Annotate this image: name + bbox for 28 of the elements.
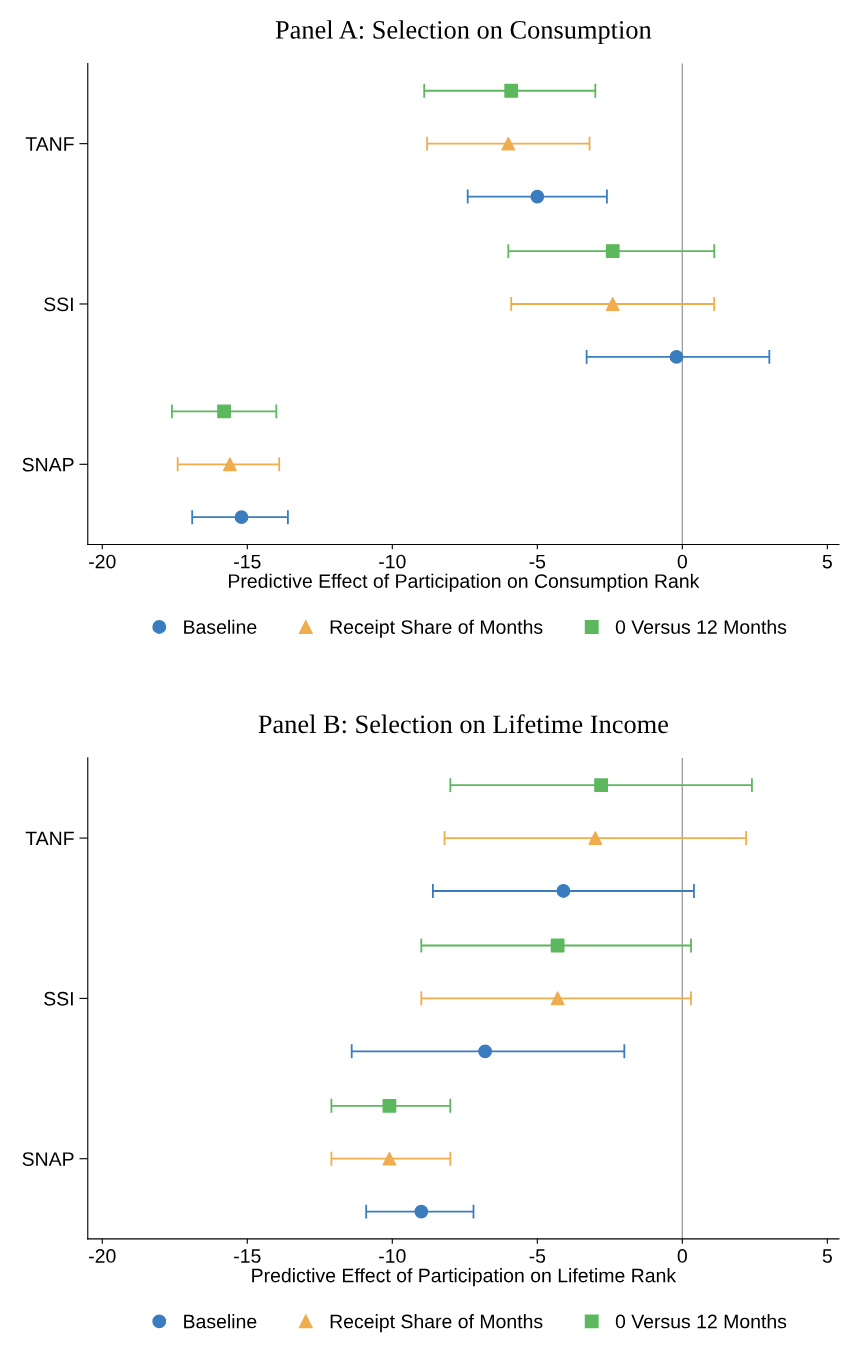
x-tick-label: -10 [379,1249,406,1263]
x-tick-label: -15 [234,554,261,569]
chart-title: Panel B: Selection on Lifetime Income [258,714,668,734]
legend-label: Receipt Share of Months [330,1314,543,1333]
legend-label: Baseline [184,1314,257,1329]
legend-label: Receipt Share of Months [330,619,543,638]
x-tick-label: -10 [379,554,406,569]
y-tick-label: SSI [44,991,73,1006]
y-tick-label: TANF [25,831,74,846]
y-tick-label: SNAP [22,1152,74,1166]
x-tick-label: -5 [529,1249,546,1263]
x-tick-label: 0 [677,554,687,569]
x-tick-label: -20 [89,1249,116,1263]
y-tick-label: TANF [25,137,74,151]
x-tick-label: -20 [89,554,116,569]
y-tick-label: SNAP [22,457,74,472]
x-tick-label: -5 [529,554,546,569]
legend-label: 0 Versus 12 Months [615,1314,787,1329]
x-tick-label: 0 [677,1249,687,1263]
legend-label: 0 Versus 12 Months [615,619,787,634]
y-tick-label: SSI [44,297,73,312]
x-tick-label: 5 [822,554,832,569]
x-axis-title: Predictive Effect of Participation on Consumption Rank [228,573,700,592]
x-axis-title: Predictive Effect of Participation on Lifetime Rank [252,1268,677,1287]
legend-label: Baseline [184,619,257,634]
x-tick-label: -15 [234,1249,261,1263]
x-tick-label: 5 [822,1249,832,1263]
chart-title: Panel A: Selection on Consumption [275,20,652,45]
